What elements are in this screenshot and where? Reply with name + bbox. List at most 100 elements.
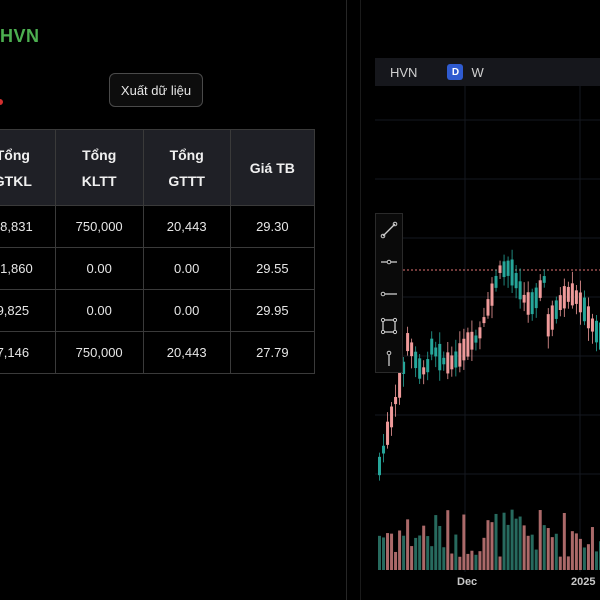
x-axis-label-dec: Dec xyxy=(457,576,478,588)
volume-bar xyxy=(494,513,498,570)
candle-body xyxy=(490,283,494,306)
table-row: 7,146 750,000 20,443 27.79 xyxy=(0,331,316,374)
chart-grid xyxy=(375,86,600,572)
volume-bar xyxy=(586,544,590,570)
candle-body xyxy=(570,283,574,306)
candle-body xyxy=(462,338,466,361)
volume-bar xyxy=(554,533,558,570)
candle-body xyxy=(378,456,381,476)
chart-header: HVN D W xyxy=(375,58,600,86)
candle-body xyxy=(558,295,562,311)
volume-bar xyxy=(578,538,582,570)
cell-avg-price: 29.95 xyxy=(229,289,316,332)
cell-gttt: 20,443 xyxy=(142,205,231,248)
candle-body xyxy=(474,335,478,343)
volume-bar xyxy=(530,534,534,570)
table-row: 51,860 0.00 0.00 29.55 xyxy=(0,247,316,290)
cell-avg-price: 29.30 xyxy=(229,205,316,248)
candle-body xyxy=(534,287,538,309)
candle-body xyxy=(434,347,438,357)
candle-body xyxy=(486,299,490,316)
ticker-symbol: HVN xyxy=(0,26,40,46)
candle-body xyxy=(458,343,462,367)
candlestick-plot[interactable] xyxy=(375,86,600,572)
volume-bar xyxy=(426,536,430,570)
candle-body xyxy=(438,343,442,371)
candle-body xyxy=(422,367,426,375)
horizontal-ray-icon[interactable] xyxy=(376,246,402,278)
volume-bar xyxy=(406,519,410,570)
drawing-toolbar xyxy=(375,213,403,373)
cell-gtkl: 51,860 xyxy=(0,247,56,290)
candle-body xyxy=(566,286,570,302)
volume-bars-group xyxy=(378,509,600,570)
volume-bar xyxy=(526,535,530,570)
candle-body xyxy=(470,331,474,350)
volume-bar xyxy=(386,533,390,570)
header-total-gttt: Tổng GTTT xyxy=(142,129,231,206)
candle-body xyxy=(494,275,498,288)
candle-body xyxy=(582,297,586,322)
cell-kltt: 0.00 xyxy=(54,289,144,332)
table-row: 38,831 750,000 20,443 29.30 xyxy=(0,205,316,248)
table-row: 9,825 0.00 0.00 29.95 xyxy=(0,289,316,332)
candle-body xyxy=(410,342,414,357)
chart-symbol[interactable]: HVN xyxy=(390,64,418,80)
volume-bar xyxy=(446,510,450,570)
volume-bar xyxy=(538,510,542,570)
candle-body xyxy=(550,305,554,330)
panel-divider[interactable] xyxy=(346,0,347,600)
volume-bar xyxy=(414,537,418,570)
volume-bar xyxy=(470,550,474,570)
volume-bar xyxy=(418,535,422,570)
volume-bar xyxy=(502,512,506,570)
candle-body xyxy=(586,306,590,329)
cell-gtkl: 38,831 xyxy=(0,205,56,248)
volume-bar xyxy=(590,527,594,570)
volume-bar xyxy=(566,556,570,570)
volume-bar xyxy=(514,518,518,570)
export-data-button[interactable]: Xuất dữ liệu xyxy=(109,73,203,107)
candle-body xyxy=(414,351,418,369)
candle-body xyxy=(382,445,386,454)
volume-bar xyxy=(382,537,386,570)
volume-bar xyxy=(490,522,494,570)
candle-body xyxy=(594,320,598,343)
volume-bar xyxy=(442,547,446,570)
volume-bar xyxy=(574,533,578,570)
candle-body xyxy=(398,370,402,398)
volume-bar xyxy=(462,514,466,570)
candle-body xyxy=(514,273,518,289)
price-chart[interactable]: HVN D W Dec 2025 xyxy=(375,58,600,600)
header-total-gtkl: TổngGTKL xyxy=(0,129,56,206)
candle-body xyxy=(598,322,600,350)
volume-bar xyxy=(542,525,546,570)
volume-bar xyxy=(378,535,381,570)
horizontal-line-icon[interactable] xyxy=(376,278,402,310)
volume-bar xyxy=(582,547,586,570)
status-dot-icon xyxy=(0,99,3,105)
vertical-line-icon[interactable] xyxy=(376,342,402,374)
cell-avg-price: 29.55 xyxy=(229,247,316,290)
volume-bar xyxy=(422,525,426,570)
rectangle-icon[interactable] xyxy=(376,310,402,342)
candle-body xyxy=(466,332,470,357)
candle-body xyxy=(454,351,458,368)
candle-body xyxy=(546,314,550,337)
candle-body xyxy=(518,281,522,300)
trend-line-icon[interactable] xyxy=(376,214,402,246)
volume-bar xyxy=(478,551,482,570)
candle-body xyxy=(442,357,446,365)
chart-interval[interactable]: W xyxy=(471,64,484,80)
volume-bar xyxy=(438,525,442,570)
cell-gttt: 0.00 xyxy=(142,289,231,332)
candle-body xyxy=(522,294,526,303)
volume-bar xyxy=(570,531,574,570)
interval-badge[interactable]: D xyxy=(447,64,464,80)
cell-gtkl: 7,146 xyxy=(0,331,56,374)
volume-bar xyxy=(562,512,566,570)
volume-bar xyxy=(454,534,458,570)
candle-body xyxy=(538,280,542,298)
header-total-kltt: Tổng KLTT xyxy=(54,129,144,206)
